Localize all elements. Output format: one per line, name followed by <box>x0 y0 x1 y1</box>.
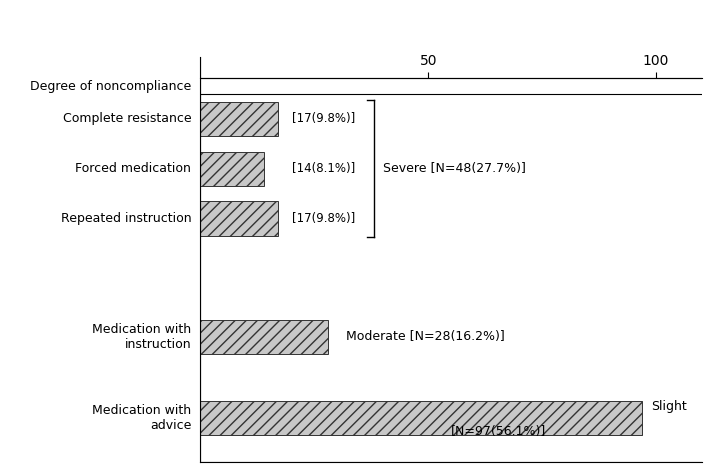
Text: [17(9.8%)]: [17(9.8%)] <box>291 212 355 225</box>
Bar <box>200 320 328 354</box>
Bar <box>200 202 278 236</box>
Text: Slight: Slight <box>652 400 687 413</box>
Text: [N=97(56.1%)]: [N=97(56.1%)] <box>451 425 546 438</box>
Text: Repeated instruction: Repeated instruction <box>61 212 191 225</box>
Text: Forced medication: Forced medication <box>75 162 191 175</box>
Text: Moderate [N=28(16.2%)]: Moderate [N=28(16.2%)] <box>347 331 505 343</box>
Text: [14(8.1%)]: [14(8.1%)] <box>291 162 355 175</box>
Bar <box>200 152 264 186</box>
Text: Medication with
instruction: Medication with instruction <box>92 323 191 351</box>
Text: Severe [N=48(27.7%)]: Severe [N=48(27.7%)] <box>383 162 526 175</box>
Bar <box>200 401 642 435</box>
Text: Complete resistance: Complete resistance <box>63 113 191 125</box>
Text: [17(9.8%)]: [17(9.8%)] <box>291 113 355 125</box>
Bar <box>200 102 278 136</box>
Text: Medication with
advice: Medication with advice <box>92 404 191 432</box>
Text: Degree of noncompliance: Degree of noncompliance <box>30 80 191 93</box>
